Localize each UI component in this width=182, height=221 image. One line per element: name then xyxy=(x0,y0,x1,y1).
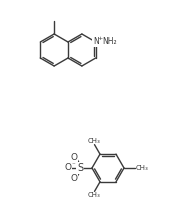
Text: S: S xyxy=(77,163,83,173)
Text: O: O xyxy=(70,174,78,183)
Text: O: O xyxy=(64,164,72,173)
Text: CH₃: CH₃ xyxy=(136,165,149,171)
Text: CH₃: CH₃ xyxy=(88,192,101,198)
Text: N: N xyxy=(93,38,99,46)
Text: ⁻: ⁻ xyxy=(72,162,75,168)
Text: CH₃: CH₃ xyxy=(88,138,101,144)
Text: +: + xyxy=(98,36,103,41)
Text: O: O xyxy=(70,153,78,162)
Text: NH₂: NH₂ xyxy=(103,38,117,46)
